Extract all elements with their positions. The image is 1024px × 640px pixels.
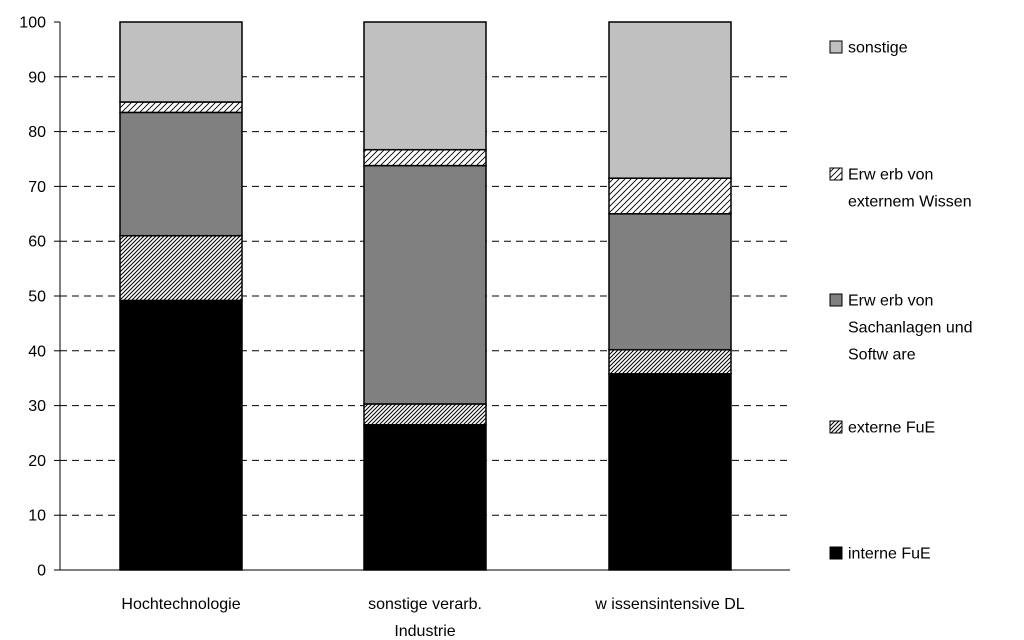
y-tick-label: 0	[37, 563, 46, 580]
y-tick-label: 60	[28, 234, 46, 251]
bar-segment	[119, 234, 243, 302]
bar-segment	[608, 21, 732, 179]
legend-label: Sachanlagen und	[848, 320, 973, 337]
bar-segment	[119, 111, 243, 237]
y-tick-label: 80	[28, 124, 46, 141]
legend-item: interne FuE	[829, 546, 931, 563]
y-tick-label: 90	[28, 69, 46, 86]
legend-item: Erw erb von Sachanlagen und Softw are	[829, 293, 973, 364]
bar-segment	[608, 373, 732, 571]
legend-label: Erw erb von	[848, 293, 933, 310]
x-category-label: Industrie	[394, 623, 455, 640]
legend-swatch	[829, 293, 843, 307]
bars	[119, 21, 732, 571]
legend-swatch	[829, 167, 843, 181]
y-tick-label: 50	[28, 289, 46, 306]
bar-segment	[119, 299, 243, 571]
legend-item: Erw erb von externem Wissen	[829, 167, 972, 211]
legend-swatch	[829, 40, 843, 54]
y-tick-label: 10	[28, 508, 46, 525]
bar-segment	[363, 148, 487, 167]
legend-label: Softw are	[848, 347, 916, 364]
legend-label: sonstige	[848, 40, 908, 57]
bar-segment	[608, 177, 732, 215]
legend-label: externe FuE	[848, 420, 935, 437]
legend-label: Erw erb von	[848, 167, 933, 184]
bar-segment	[363, 21, 487, 151]
legend-label: externem Wissen	[848, 194, 972, 211]
x-category-label: sonstige verarb.	[368, 596, 482, 613]
legend-item: externe FuE	[829, 420, 935, 437]
bar-segment	[363, 424, 487, 571]
bar-segment	[608, 213, 732, 351]
y-tick-label: 100	[19, 15, 46, 32]
x-category-label: Hochtechnologie	[121, 596, 240, 613]
x-category-label: w issensintensive DL	[594, 596, 745, 613]
bar-segment	[119, 101, 243, 114]
legend-label: interne FuE	[848, 546, 931, 563]
bar-segment	[363, 164, 487, 405]
legend-swatch	[829, 420, 843, 434]
bar-segment	[119, 21, 243, 103]
y-tick-label: 40	[28, 343, 46, 360]
x-axis-labels: Hochtechnologie sonstige verarb. Industrie…	[121, 596, 744, 640]
bar-segment	[363, 403, 487, 426]
legend-item: sonstige	[829, 40, 908, 57]
y-tick-label: 70	[28, 179, 46, 196]
y-tick-label: 20	[28, 453, 46, 470]
bar-segment	[608, 348, 732, 375]
legend-swatch	[829, 546, 843, 560]
y-tick-label: 30	[28, 398, 46, 415]
legend: interne FuE externe FuE Erw erb von Sachanl…	[829, 40, 973, 563]
y-axis: 0 10 20 30 40 50 60 70 80 90 100	[19, 15, 790, 580]
